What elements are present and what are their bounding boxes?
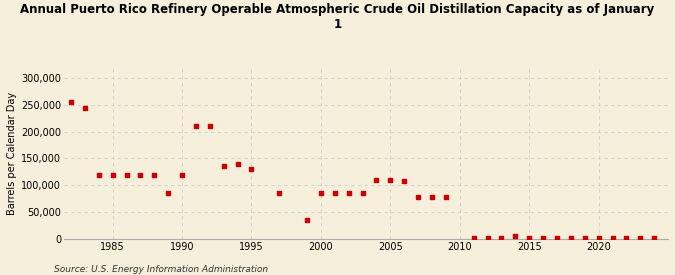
Point [524,235,535,240]
Point [468,235,479,240]
Point [302,218,313,222]
Point [315,191,326,196]
Point [93,172,104,177]
Text: Source: U.S. Energy Information Administration: Source: U.S. Energy Information Administ… [54,265,268,274]
Point [385,178,396,182]
Point [80,105,90,110]
Point [538,235,549,240]
Point [441,195,452,199]
Point [329,191,340,196]
Point [566,235,576,240]
Point [232,162,243,166]
Point [649,235,659,240]
Point [149,172,160,177]
Text: Annual Puerto Rico Refinery Operable Atmospheric Crude Oil Distillation Capacity: Annual Puerto Rico Refinery Operable Atm… [20,3,655,31]
Point [399,179,410,183]
Point [177,172,188,177]
Point [621,235,632,240]
Point [135,172,146,177]
Point [427,195,437,199]
Point [218,164,229,169]
Point [121,172,132,177]
Point [246,167,257,171]
Point [412,195,423,199]
Point [163,191,173,196]
Point [190,124,201,128]
Y-axis label: Barrels per Calendar Day: Barrels per Calendar Day [7,92,17,215]
Point [371,178,382,182]
Point [107,172,118,177]
Point [274,191,285,196]
Point [579,235,590,240]
Point [344,191,354,196]
Point [496,235,507,240]
Point [607,235,618,240]
Point [205,124,215,128]
Point [510,234,520,238]
Point [65,100,76,104]
Point [551,235,562,240]
Point [357,191,368,196]
Point [635,235,646,240]
Point [482,235,493,240]
Point [593,235,604,240]
